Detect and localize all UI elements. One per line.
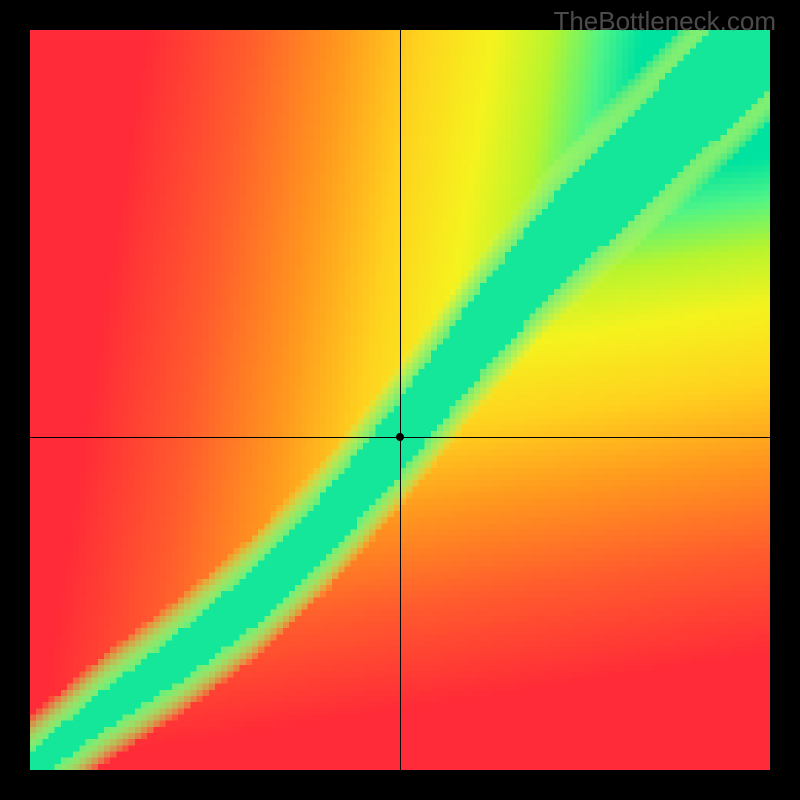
crosshair-vertical (400, 30, 401, 770)
heatmap-plot (30, 30, 770, 770)
crosshair-marker-dot (396, 433, 404, 441)
watermark-text: TheBottleneck.com (553, 6, 776, 37)
